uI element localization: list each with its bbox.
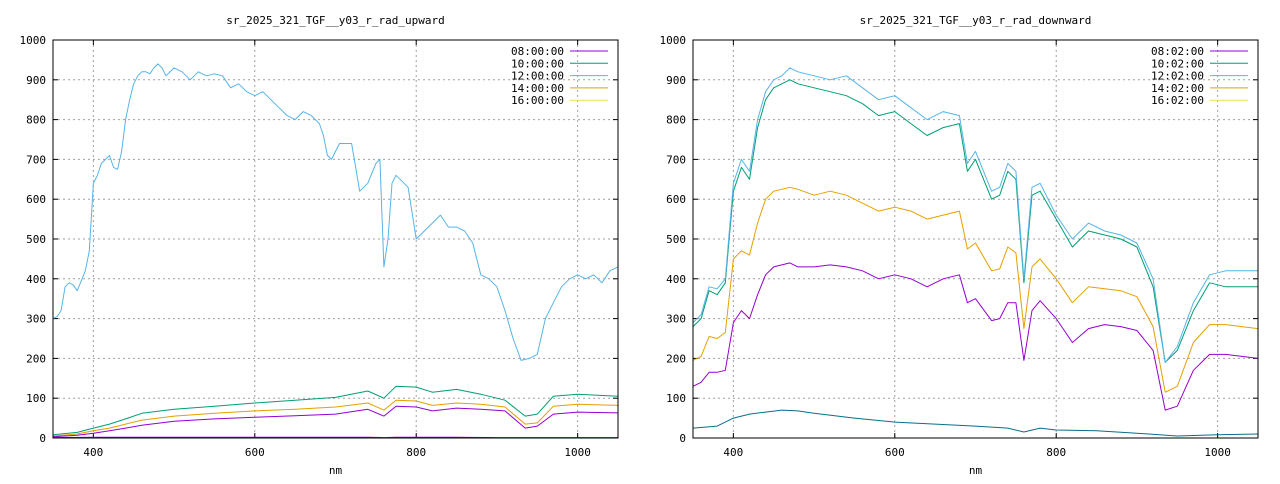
- y-tick-label: 600: [26, 193, 46, 206]
- legend-label: 12:00:00: [511, 70, 564, 83]
- y-tick-label: 800: [666, 114, 686, 127]
- y-tick-label: 500: [666, 233, 686, 246]
- y-tick-label: 700: [666, 153, 686, 166]
- x-tick-label: 800: [1046, 446, 1066, 459]
- y-tick-label: 400: [26, 273, 46, 286]
- y-tick-label: 0: [39, 432, 46, 445]
- y-tick-label: 100: [666, 392, 686, 405]
- legend-label: 16:02:00: [1151, 94, 1204, 107]
- chart-title: sr_2025_321_TGF__y03_r_rad_upward: [226, 14, 445, 27]
- legend-label: 14:02:00: [1151, 82, 1204, 95]
- legend-label: 08:02:00: [1151, 45, 1204, 58]
- y-tick-label: 200: [26, 352, 46, 365]
- x-axis-label: nm: [329, 464, 343, 477]
- legend-label: 10:02:00: [1151, 57, 1204, 70]
- x-tick-label: 400: [723, 446, 743, 459]
- chart-panel-2: sr_2025_321_TGF__y03_r_rad_downward 0 100 2…: [660, 14, 1259, 477]
- y-tick-label: 1000: [660, 34, 687, 47]
- legend-label: 08:00:00: [511, 45, 564, 58]
- y-tick-label: 0: [679, 432, 686, 445]
- y-tick-label: 300: [26, 313, 46, 326]
- legend-label: 16:00:00: [511, 94, 564, 107]
- x-tick-label: 600: [885, 446, 905, 459]
- y-tick-label: 900: [666, 74, 686, 87]
- y-tick-label: 700: [26, 153, 46, 166]
- x-tick-label: 400: [83, 446, 103, 459]
- x-tick-label: 1000: [564, 446, 591, 459]
- chart-title: sr_2025_321_TGF__y03_r_rad_downward: [860, 14, 1092, 27]
- y-tick-label: 1000: [20, 34, 47, 47]
- series-line-4: [693, 187, 1258, 392]
- y-tick-label: 900: [26, 74, 46, 87]
- x-tick-label: 600: [245, 446, 265, 459]
- y-tick-label: 400: [666, 273, 686, 286]
- series-line-6: [693, 410, 1258, 436]
- x-tick-label: 800: [406, 446, 426, 459]
- x-tick-label: 1000: [1204, 446, 1231, 459]
- y-tick-label: 600: [666, 193, 686, 206]
- y-tick-label: 800: [26, 114, 46, 127]
- y-tick-label: 200: [666, 352, 686, 365]
- series-line-4: [53, 400, 618, 436]
- legend-label: 10:00:00: [511, 57, 564, 70]
- legend-label: 14:00:00: [511, 82, 564, 95]
- legend-label: 12:02:00: [1151, 70, 1204, 83]
- series-line-3: [53, 64, 618, 361]
- chart-panel-1: sr_2025_321_TGF__y03_r_rad_upward 0 100 200…: [20, 14, 619, 477]
- series-line-2: [53, 386, 618, 435]
- x-axis-label: nm: [969, 464, 983, 477]
- y-tick-label: 300: [666, 313, 686, 326]
- series-line-2: [693, 80, 1258, 363]
- y-tick-label: 500: [26, 233, 46, 246]
- y-tick-label: 100: [26, 392, 46, 405]
